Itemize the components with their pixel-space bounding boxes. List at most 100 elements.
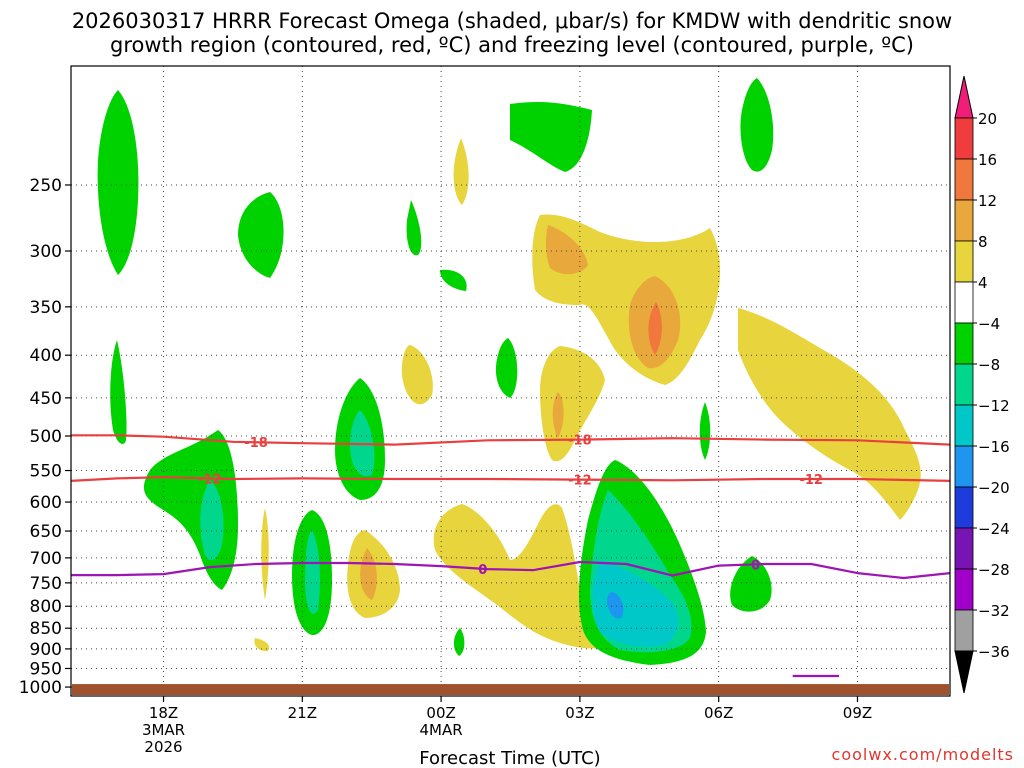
omega-region [406, 200, 422, 256]
colorbar-tick-label: 8 [978, 233, 988, 251]
contour-labels: -18 -18 -12 -12 -12 0 0 [198, 434, 823, 578]
chart-title-line-1: 2026030317 HRRR Forecast Omega (shaded, … [71, 9, 953, 33]
y-tick-label: 700 [30, 549, 62, 569]
omega-region [254, 638, 270, 652]
contour-label: -12 [568, 474, 592, 489]
colorbar-tick-label: −32 [978, 602, 1010, 620]
x-tick-label: 3MAR [142, 721, 185, 739]
x-tick-label: 4MAR [420, 721, 463, 739]
plot-frame [70, 65, 951, 697]
y-tick-label: 400 [30, 346, 62, 366]
colorbar-bin [954, 281, 974, 324]
colorbar-bin [954, 322, 974, 365]
colorbar-tick-label: 20 [978, 110, 997, 128]
y-tick-label: 800 [30, 597, 62, 617]
y-tick-label: 300 [30, 242, 62, 262]
y-tick-label: 550 [30, 462, 62, 482]
colorbar-tick-label: −12 [978, 397, 1010, 415]
y-tick-label: 600 [30, 493, 62, 513]
colorbar-tick-label: −24 [978, 520, 1010, 538]
y-tick-label: 950 [30, 659, 62, 679]
omega-region [510, 102, 592, 172]
colorbar-tick-label: 12 [978, 192, 997, 210]
omega-region [730, 556, 772, 612]
colorbar-bin [954, 609, 974, 652]
colorbar-bin [954, 568, 974, 611]
colorbar-tick-label: 16 [978, 151, 997, 169]
omega-region [738, 308, 921, 520]
x-tick-label: 21Z [288, 704, 317, 722]
colorbar-tick-label: −16 [978, 438, 1010, 456]
y-tick-label: 450 [30, 389, 62, 409]
y-axis: 2503003504004505005506006507007508008509… [19, 176, 71, 698]
omega-region [699, 402, 711, 460]
contour-label: -12 [198, 472, 222, 487]
colorbar: 20 16 12 8 4 −4 −8 −12 −16 −20 −24 −28 −32 −36 [954, 75, 1010, 694]
colorbar-bottom-extend [954, 650, 974, 694]
omega-region [648, 302, 662, 355]
contour-label: -18 [244, 436, 268, 451]
omega-region [440, 269, 467, 291]
y-tick-label: 1000 [19, 678, 62, 698]
omega-region [592, 560, 679, 647]
contour-label: -12 [799, 473, 823, 488]
y-tick-label: 900 [30, 640, 62, 660]
colorbar-bin [954, 240, 974, 283]
x-tick-label: 18Z [149, 704, 178, 722]
contour-label: 0 [751, 558, 760, 573]
omega-region [401, 345, 433, 405]
y-tick-label: 350 [30, 298, 62, 318]
contour-label: 0 [478, 563, 487, 578]
omega-region [433, 504, 599, 649]
omega-region [110, 340, 127, 444]
x-tick-label: 06Z [704, 704, 733, 722]
chart-title-line-2: growth region (contoured, red, ºC) and f… [110, 33, 914, 57]
x-tick-label: 00Z [426, 704, 455, 722]
x-tick-label: 2026 [144, 738, 182, 756]
colorbar-bin [954, 158, 974, 201]
contour-line [71, 476, 950, 482]
colorbar-tick-label: −28 [978, 561, 1010, 579]
colorbar-tick-label: −36 [978, 643, 1010, 661]
y-tick-label: 500 [30, 427, 62, 447]
omega-region [740, 78, 774, 172]
credit-text: coolwx.com/modelts [831, 745, 1014, 764]
contour-label: -18 [568, 434, 592, 449]
x-tick-label: 09Z [843, 704, 872, 722]
omega-region [305, 530, 320, 614]
ground-layer [72, 684, 949, 695]
ground-fill [72, 684, 949, 695]
contour-line [71, 434, 950, 446]
omega-region [552, 392, 564, 438]
omega-region [453, 628, 465, 656]
omega-region [545, 225, 588, 275]
colorbar-bin [954, 486, 974, 529]
temperature-contours [71, 434, 950, 678]
y-tick-label: 650 [30, 522, 62, 542]
x-tick-label: 03Z [565, 704, 594, 722]
colorbar-bin [954, 363, 974, 406]
x-axis-label: Forecast Time (UTC) [419, 748, 600, 768]
dotted-grid [71, 66, 950, 696]
omega-region [453, 138, 469, 205]
omega-region [97, 90, 139, 275]
omega-region [261, 508, 269, 600]
colorbar-bin [954, 527, 974, 570]
colorbar-bin [954, 117, 974, 160]
colorbar-tick-label: −4 [978, 315, 1000, 333]
omega-region [238, 192, 284, 278]
colorbar-tick-label: 4 [978, 274, 988, 292]
omega-region [200, 480, 224, 561]
contour-line [71, 560, 950, 580]
y-tick-label: 750 [30, 574, 62, 594]
omega-region [360, 548, 377, 600]
colorbar-bin [954, 445, 974, 488]
y-tick-label: 850 [30, 619, 62, 639]
omega-region [607, 592, 624, 619]
y-tick-label: 250 [30, 176, 62, 196]
colorbar-tick-label: −20 [978, 479, 1010, 497]
omega-shading [97, 78, 921, 665]
